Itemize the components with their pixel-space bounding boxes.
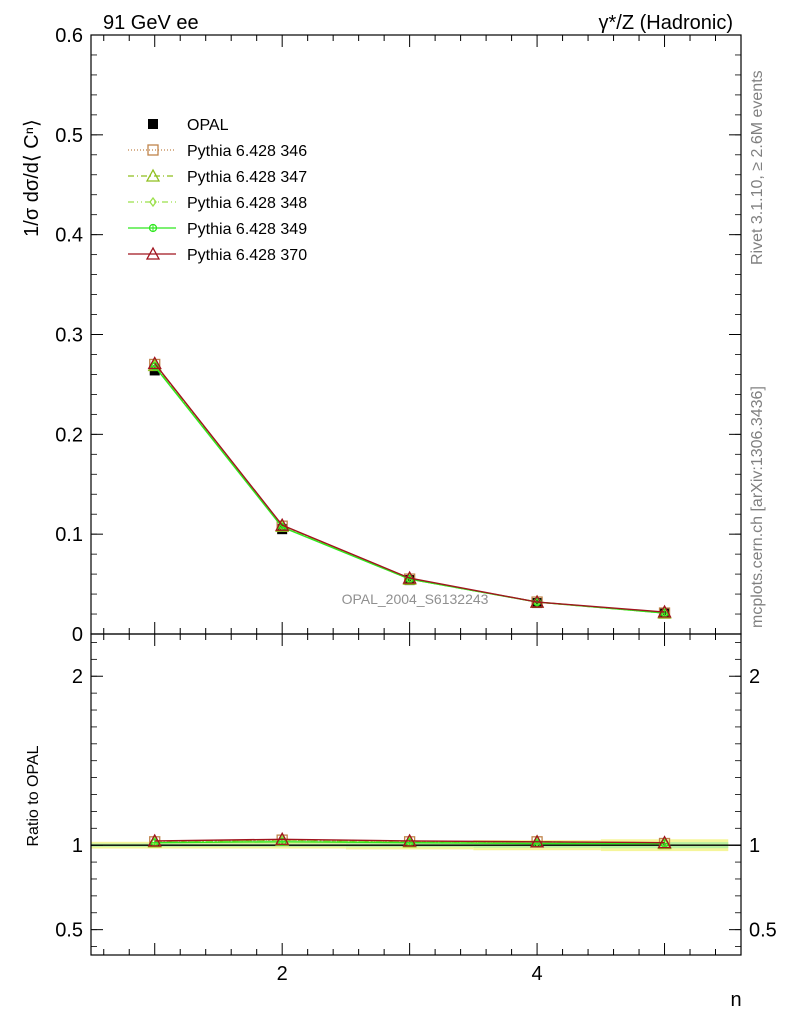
series-pythia-6-428-370: [147, 831, 672, 849]
main-y-tick-label: 0.1: [55, 524, 83, 546]
series-line: [154, 838, 665, 844]
data-point: [402, 570, 417, 584]
legend-label: Pythia 6.428 370: [187, 247, 307, 264]
ratio-y-tick-label: 0.5: [55, 920, 83, 942]
data-point: [147, 356, 162, 370]
legend-entry: Pythia 6.428 348: [128, 195, 307, 212]
x-tick-label: 4: [532, 963, 543, 985]
legend-marker: [148, 223, 158, 233]
header-right: γ*/Z (Hadronic): [599, 12, 733, 34]
ratio-panel: 0.5 0.5 1 1 2 2 2 4: [55, 633, 777, 985]
legend-label: Pythia 6.428 348: [187, 195, 307, 212]
series-line: [154, 363, 665, 613]
mcplots-label: mcplots.cern.ch [arXiv:1306.3436]: [749, 386, 766, 628]
data-point: [657, 604, 672, 618]
ratio-y-tick-label-right: 2: [749, 666, 760, 688]
ratio-y-axis-label: Ratio to OPAL: [25, 745, 42, 846]
data-point: [529, 834, 545, 848]
data-point: [275, 831, 290, 845]
legend-marker: [148, 119, 158, 129]
ratio-y-tick-label-right: 1: [749, 835, 760, 857]
data-point: [275, 517, 290, 531]
main-y-tick-label: 0.2: [55, 424, 83, 446]
series-line: [154, 839, 665, 845]
main-panel: 0 0.1 0.2 0.3 0.4 0.5 0.6: [55, 25, 742, 646]
ratio-y-tick-label: 1: [72, 835, 83, 857]
legend-entry: Pythia 6.428 347: [128, 168, 307, 186]
data-point: [657, 835, 672, 849]
x-axis-label: n: [730, 989, 741, 1011]
legend: OPAL Pythia 6.428 346 Pythia 6.428 347 Pyth…: [128, 117, 307, 264]
legend-entry: Pythia 6.428 370: [128, 246, 307, 264]
rivet-label: Rivet 3.1.10, ≥ 2.6M events: [749, 70, 766, 265]
legend-label: OPAL: [187, 117, 229, 134]
data-point: [529, 594, 545, 608]
main-y-tick-label: 0.6: [55, 25, 83, 47]
main-y-tick-label: 0.4: [55, 225, 83, 247]
ratio-y-tick-label: 2: [72, 666, 83, 688]
legend-label: Pythia 6.428 349: [187, 221, 307, 238]
header-left: 91 GeV ee: [103, 12, 199, 34]
legend-marker: [145, 246, 161, 260]
legend-marker: [145, 168, 161, 182]
ratio-frame: [90, 633, 742, 956]
main-y-tick-label: 0: [72, 624, 83, 646]
series-pythia-6-428-370: [147, 356, 672, 618]
analysis-watermark: OPAL_2004_S6132243: [342, 591, 489, 607]
data-point: [147, 833, 162, 847]
main-y-tick-label: 0.5: [55, 125, 83, 147]
main-y-tick-label: 0.3: [55, 325, 83, 347]
legend-marker: [147, 144, 159, 156]
legend-entry: Pythia 6.428 349: [128, 221, 307, 238]
legend-label: Pythia 6.428 346: [187, 143, 307, 160]
ratio-y-tick-label-right: 0.5: [749, 920, 777, 942]
legend-entry: OPAL: [148, 117, 229, 134]
x-tick-label: 2: [277, 963, 288, 985]
legend-label: Pythia 6.428 347: [187, 169, 307, 186]
main-y-axis-label: 1/σ dσ/d⟨ Cⁿ⟩: [21, 119, 43, 237]
legend-marker: [149, 196, 157, 208]
data-point: [402, 833, 417, 847]
legend-entry: Pythia 6.428 346: [128, 143, 307, 160]
